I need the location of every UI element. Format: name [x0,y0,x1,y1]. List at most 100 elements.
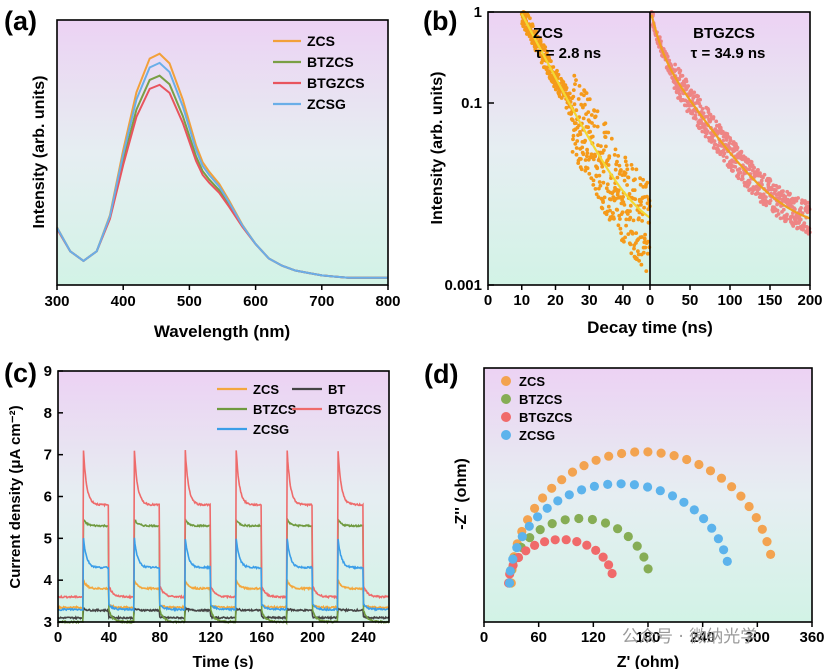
decay-point-btgzcs [700,129,705,134]
legend-swatch-zcs [501,376,511,386]
decay-point-zcs [585,154,589,159]
decay-point-zcs [626,175,631,180]
decay-point-zcs [642,236,647,241]
decay-point-btgzcs [777,185,782,189]
decay-point-zcs [555,68,559,73]
decay-point-btgzcs [733,165,738,169]
decay-point-zcs [637,258,641,263]
decay-point-zcs [628,203,633,208]
decay-point-zcs [591,183,596,187]
decay-point-zcs [632,188,637,193]
decay-point-zcs [628,215,633,220]
decay-point-zcs [597,173,602,178]
decay-point-zcs [567,91,572,96]
decay-point-btgzcs [773,188,778,193]
decay-point-btgzcs [667,58,672,63]
decay-point-btgzcs [794,198,799,203]
xtick-label-a: 700 [309,293,334,310]
decay-point-zcs [619,231,623,236]
ytick-label-b: 0.1 [461,95,482,112]
decay-point-zcs [627,192,632,196]
decay-point-btgzcs [802,221,807,226]
decay-point-zcs [583,158,588,162]
ytick-label-b: 0.001 [444,277,482,294]
legend-label-zcsg: ZCSG [253,422,289,437]
decay-point-btgzcs [785,189,790,194]
xtick-label-d: 120 [581,629,606,646]
panel-d: 0 60 120 180 240 300 360 ZCS BTZCS BTGZCS ZCSG (d… [424,359,825,669]
decay-point-zcs [574,78,578,82]
impedance-point-zcsg [553,496,563,506]
decay-point-zcs [608,197,613,202]
decay-point-zcs [615,159,619,164]
decay-point-zcs [585,147,589,152]
decay-point-btgzcs [668,72,673,76]
decay-point-zcs [586,125,590,130]
frame-b [487,11,811,286]
ytick-label-c: 4 [44,572,53,589]
fit-line-btgzcs [650,14,811,220]
impedance-point-zcsg [616,479,626,489]
decay-point-zcs [582,93,586,98]
decay-point-zcs [551,65,556,69]
impedance-point-zcsg [564,490,574,500]
decay-point-zcs [612,216,616,221]
decay-point-zcs [620,210,625,215]
decay-point-btgzcs [747,167,752,172]
decay-point-zcs [578,132,583,137]
decay-point-zcs [639,203,643,207]
decay-point-btgzcs [693,113,698,118]
decay-point-zcs [581,105,585,110]
series-line-zcsg [56,61,388,279]
ytick-label-c: 9 [44,363,52,380]
impedance-point-btgzcs [561,535,571,545]
impedance-point-btzcs [643,564,653,574]
decay-point-zcs [616,223,621,228]
decay-point-zcs [579,102,584,107]
impedance-point-zcs [716,473,727,483]
impedance-point-btgzcs [591,545,601,556]
decay-point-zcs [643,232,647,237]
decay-point-btgzcs [762,172,767,177]
decay-point-zcs [549,59,553,64]
impedance-point-btzcs [632,541,642,551]
decay-point-btgzcs [731,168,735,173]
impedance-point-btzcs [587,514,598,525]
decay-point-zcs [570,150,575,154]
decay-point-btgzcs [745,160,750,165]
decay-point-zcs [573,142,578,146]
decay-point-btgzcs [785,212,789,217]
decay-point-zcs [575,139,580,143]
decay-point-zcs [602,148,606,153]
impedance-point-btgzcs [604,560,614,570]
impedance-point-btzcs [623,531,633,542]
decay-point-zcs [595,124,600,129]
decay-point-zcs [625,167,630,172]
decay-point-btgzcs [740,176,745,181]
xtick-label-d: 60 [530,629,547,646]
decay-point-zcs [599,144,603,149]
impedance-point-zcsg [699,514,709,524]
decay-point-zcs [636,252,641,257]
decay-point-zcs [594,192,599,197]
legend-label-btzcs: BTZCS [307,54,354,70]
decay-point-zcs [595,109,600,114]
legend-label-zcsg: ZCSG [519,428,555,443]
decay-point-zcs [556,72,561,77]
ytick-label-c: 3 [44,614,52,631]
plot-area-a [57,20,388,285]
decay-point-zcs [606,204,611,209]
decay-point-zcs [615,175,620,180]
decay-point-zcs [547,56,551,61]
ytick-label-c: 7 [44,447,52,464]
decay-point-btgzcs [728,138,733,143]
decay-point-zcs [624,223,628,228]
decay-point-zcs [583,102,587,107]
xtick-label-c: 120 [198,629,223,646]
decay-point-zcs [622,203,627,207]
decay-point-zcs [571,137,575,142]
decay-point-btgzcs [740,157,745,162]
decay-point-zcs [633,197,638,202]
decay-point-zcs [642,205,646,210]
decay-point-btgzcs [722,151,727,156]
